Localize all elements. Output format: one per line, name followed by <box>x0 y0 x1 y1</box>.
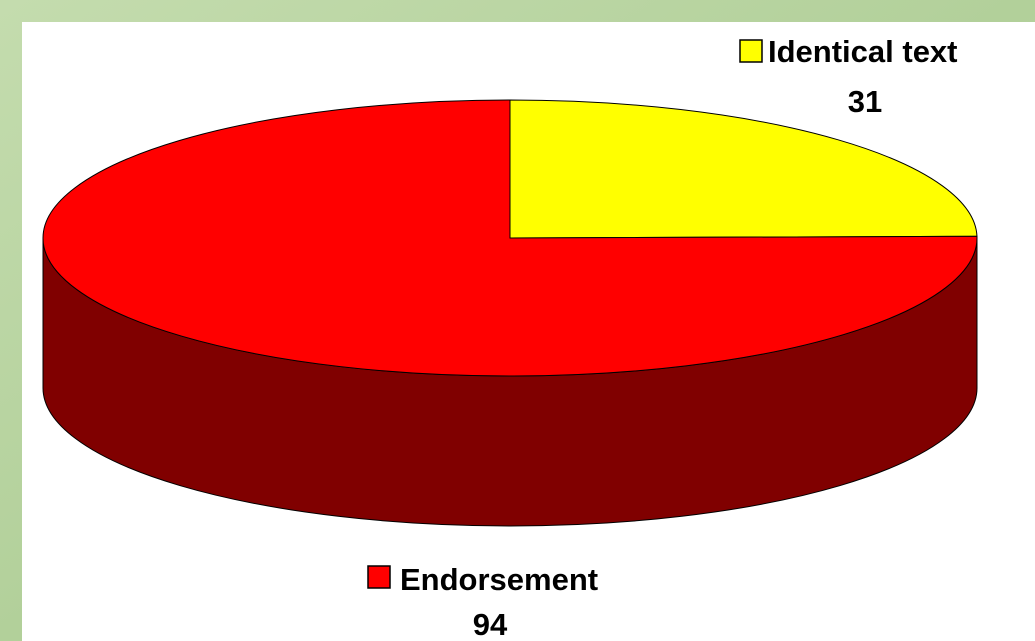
label-swatch <box>739 39 763 63</box>
slice <box>509 99 978 239</box>
slice <box>42 99 978 377</box>
label-value: 31 <box>848 84 882 119</box>
label-category: Endorsement <box>400 562 598 597</box>
label-swatch <box>367 565 391 589</box>
labels: Identical text 31 Endorsement 94 <box>367 34 958 641</box>
label-category: Identical text <box>768 34 958 69</box>
pie <box>42 99 978 527</box>
label-value: 94 <box>473 607 508 641</box>
